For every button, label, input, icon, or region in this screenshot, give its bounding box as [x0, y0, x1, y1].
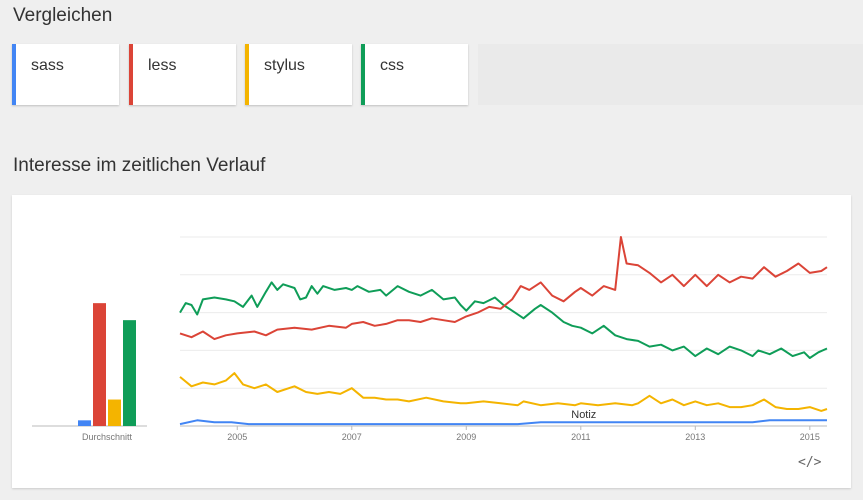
series-line-stylus — [179, 372, 828, 412]
x-tick-label: 2013 — [685, 432, 705, 442]
x-tick-label: 2011 — [571, 432, 590, 442]
interest-chart: Durchschnitt 2005 2007 2009 2011 2013 2015 Noti… — [32, 236, 828, 442]
term-label: stylus — [264, 57, 305, 74]
x-tick-label: 2007 — [342, 432, 362, 442]
average-bar-stylus — [108, 399, 121, 426]
average-bar-sass — [78, 420, 91, 426]
x-tick-label: 2005 — [227, 432, 247, 442]
term-label: less — [148, 57, 177, 74]
series-line-css — [179, 281, 828, 359]
term-label: sass — [31, 57, 64, 74]
add-term-slot[interactable] — [478, 44, 863, 105]
x-tick-label: 2015 — [800, 432, 820, 442]
term-card-css[interactable]: css — [361, 44, 468, 105]
chart-card: Durchschnitt 2005 2007 2009 2011 2013 2015 Noti… — [12, 195, 851, 488]
term-label: css — [380, 57, 404, 74]
average-bar-less — [93, 303, 106, 426]
embed-code-icon[interactable]: </> — [798, 455, 822, 470]
term-card-sass[interactable]: sass — [12, 44, 119, 105]
series-line-sass — [179, 419, 827, 426]
average-bar-css — [123, 320, 136, 426]
average-label: Durchschnitt — [82, 432, 133, 442]
series-line-less — [179, 236, 828, 341]
annotation-label: Notiz — [571, 409, 596, 421]
x-tick-label: 2009 — [456, 432, 476, 442]
interest-title: Interesse im zeitlichen Verlauf — [13, 155, 266, 176]
compare-title: Vergleichen — [13, 5, 113, 26]
term-card-less[interactable]: less — [129, 44, 236, 105]
term-cards: sass less stylus css — [12, 44, 863, 105]
term-card-stylus[interactable]: stylus — [245, 44, 352, 105]
